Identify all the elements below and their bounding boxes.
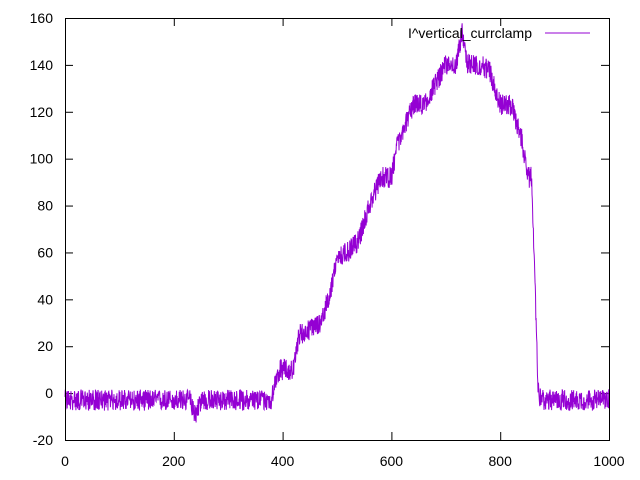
y-tick-label: 160: [30, 10, 54, 26]
x-tick-label: 800: [489, 453, 513, 469]
y-tick-label: 0: [45, 385, 53, 401]
tick-labels: 0 200 400 600 800 1000 -20 0 20 40 60 80 100 120 140 16…: [30, 10, 625, 469]
y-tick-label: 100: [30, 151, 54, 167]
y-tick-label: -20: [33, 432, 53, 448]
x-tick-label: 1000: [593, 453, 624, 469]
x-tick-label: 600: [380, 453, 404, 469]
y-tick-label: 140: [30, 57, 54, 73]
legend: I^vertical_currclamp: [408, 25, 590, 41]
y-tick-label: 20: [37, 338, 53, 354]
x-tick-label: 400: [271, 453, 295, 469]
y-tick-label: 120: [30, 104, 54, 120]
plot-frame: [65, 18, 610, 441]
legend-label: I^vertical_currclamp: [408, 25, 532, 41]
y-tick-label: 60: [37, 244, 53, 260]
x-tick-label: 0: [61, 453, 69, 469]
series-line: [64, 23, 610, 423]
y-tick-label: 80: [37, 198, 53, 214]
x-tick-label: 200: [162, 453, 186, 469]
y-tick-label: 40: [37, 291, 53, 307]
